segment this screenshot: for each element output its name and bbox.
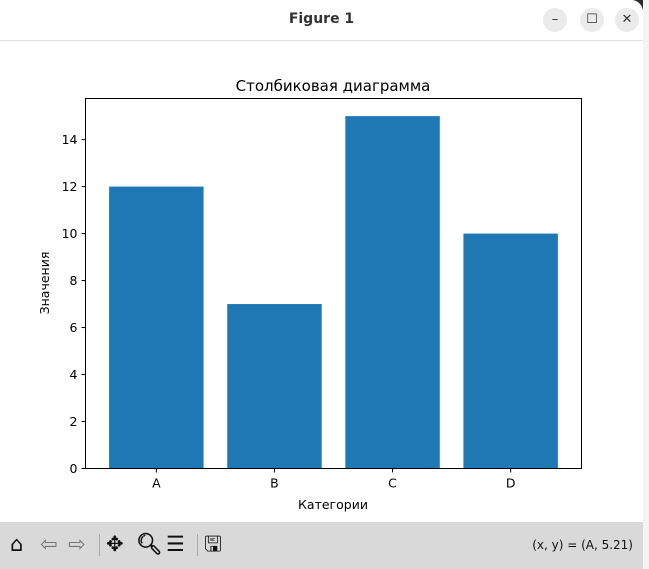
home-icon[interactable]: ⌂: [10, 532, 24, 556]
back-arrow-icon[interactable]: ⇦: [40, 532, 58, 556]
y-tick-label: 6: [70, 320, 78, 335]
y-axis-label: Значения: [37, 252, 52, 315]
separator: [99, 534, 100, 556]
x-axis-label: Категории: [298, 497, 368, 512]
zoom-icon[interactable]: 🔍︎: [136, 532, 163, 556]
x-tick-label: B: [270, 476, 279, 491]
window-title: Figure 1: [288, 11, 355, 27]
bar-B: [227, 304, 322, 469]
bar-D: [463, 233, 558, 469]
save-icon[interactable]: 🖫: [204, 532, 222, 556]
sliders-icon[interactable]: ☰: [166, 532, 185, 556]
background-window: [643, 0, 649, 569]
figure-canvas[interactable]: Столбиковая диаграмма Категории Значения…: [0, 41, 643, 522]
x-tick-label: A: [152, 476, 161, 491]
y-tick-label: 12: [62, 179, 78, 194]
title-bar: Figure 1 – ☐ ✕: [0, 0, 643, 41]
plot-frame: [85, 98, 582, 469]
move-icon[interactable]: ✥: [106, 532, 124, 556]
y-tick-label: 10: [62, 226, 78, 241]
separator: [197, 534, 198, 556]
bar-A: [109, 186, 204, 469]
x-tick-label: D: [506, 476, 516, 491]
close-button[interactable]: ✕: [615, 8, 639, 32]
y-tick-label: 4: [70, 367, 78, 382]
maximize-button[interactable]: ☐: [580, 8, 604, 32]
cursor-coordinates: (x, y) = (A, 5.21): [532, 538, 633, 552]
y-tick-label: 14: [62, 132, 78, 147]
y-tick-label: 0: [70, 461, 78, 476]
y-tick-label: 2: [70, 414, 78, 429]
forward-arrow-icon[interactable]: ⇨: [68, 532, 86, 556]
bar-chart: Столбиковая диаграмма Категории Значения…: [37, 77, 582, 512]
y-tick-label: 8: [70, 273, 78, 288]
minimize-button[interactable]: –: [543, 8, 567, 32]
bar-C: [345, 116, 440, 469]
navigation-toolbar: ⌂ ⇦ ⇨ ✥ 🔍︎ ☰ 🖫 (x, y) = (A, 5.21): [0, 522, 643, 569]
x-tick-label: C: [388, 476, 397, 491]
chart-title: Столбиковая диаграмма: [236, 77, 431, 95]
